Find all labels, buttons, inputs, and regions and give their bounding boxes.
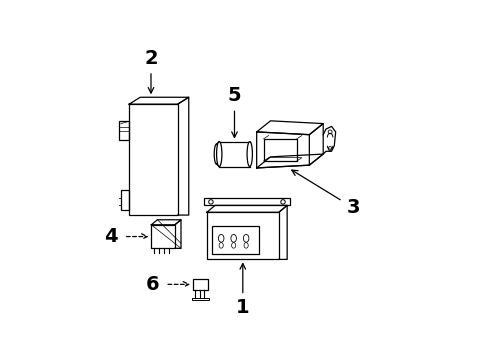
Text: 1: 1 xyxy=(236,298,249,318)
Bar xyxy=(119,121,129,140)
Text: 5: 5 xyxy=(228,86,241,105)
Bar xyxy=(212,226,259,254)
Ellipse shape xyxy=(217,141,222,167)
Bar xyxy=(151,225,175,248)
Ellipse shape xyxy=(214,144,219,164)
Text: 4: 4 xyxy=(104,227,118,246)
Text: 2: 2 xyxy=(144,49,158,68)
Bar xyxy=(193,279,208,290)
Bar xyxy=(264,139,297,161)
Ellipse shape xyxy=(247,141,252,167)
Bar xyxy=(129,104,178,215)
Bar xyxy=(207,212,279,260)
Text: 6: 6 xyxy=(146,275,160,294)
Bar xyxy=(204,198,290,205)
Bar xyxy=(192,298,209,300)
Bar xyxy=(122,190,129,210)
Text: 3: 3 xyxy=(346,198,360,217)
